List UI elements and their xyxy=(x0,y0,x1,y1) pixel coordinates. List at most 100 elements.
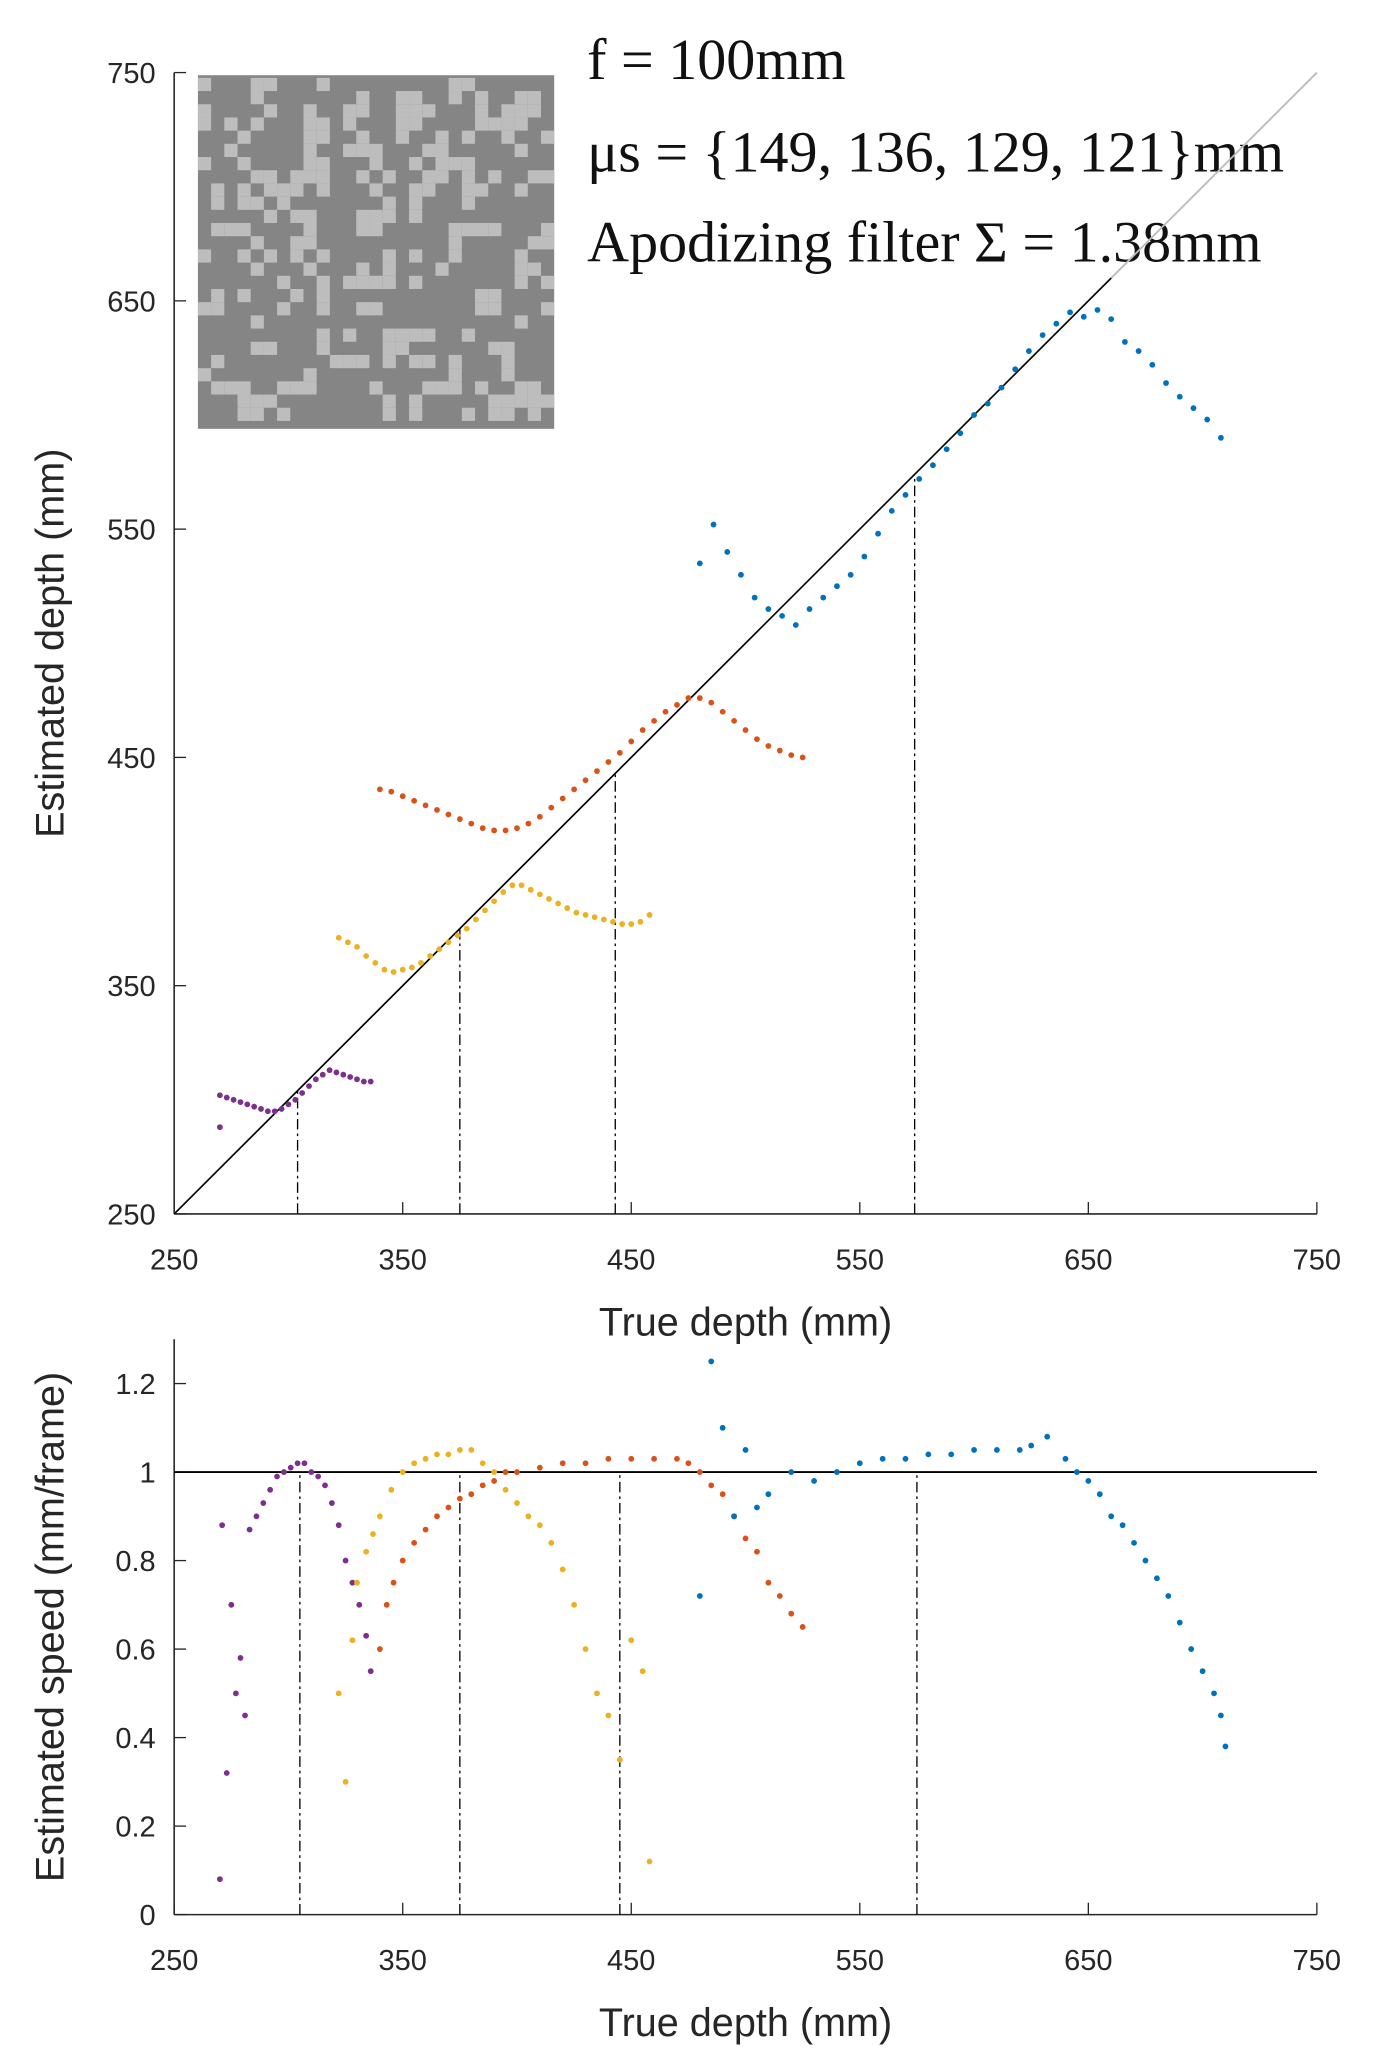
data-point xyxy=(1176,1619,1183,1626)
data-point xyxy=(1149,361,1156,368)
data-point xyxy=(1176,393,1183,400)
data-point xyxy=(1067,309,1073,316)
image-cell xyxy=(211,288,225,303)
image-cell xyxy=(356,130,370,144)
data-point xyxy=(326,1067,333,1074)
data-point xyxy=(548,1539,555,1546)
image-cell xyxy=(224,381,238,395)
image-cell xyxy=(382,341,396,355)
data-point xyxy=(376,786,383,793)
image-cell xyxy=(514,381,528,395)
data-point xyxy=(696,1469,703,1475)
data-point xyxy=(646,1858,653,1865)
image-cell xyxy=(527,104,541,118)
data-point xyxy=(788,752,795,759)
image-cell xyxy=(527,394,541,408)
data-point xyxy=(779,612,785,619)
data-point xyxy=(267,1486,274,1493)
image-cell xyxy=(263,341,278,355)
data-point xyxy=(322,1482,328,1489)
y-tick-label: 1 xyxy=(140,1458,156,1490)
data-point xyxy=(436,946,443,953)
image-cell xyxy=(277,183,291,197)
image-cell xyxy=(211,183,225,197)
data-point xyxy=(219,1522,226,1529)
data-point xyxy=(285,1101,292,1108)
image-cell xyxy=(356,354,370,369)
image-cell xyxy=(395,91,410,105)
image-cell xyxy=(435,143,449,158)
data-point xyxy=(427,953,434,959)
data-point xyxy=(244,1101,251,1108)
data-point xyxy=(742,727,749,733)
data-point xyxy=(376,1513,383,1520)
data-point xyxy=(1080,313,1087,320)
image-cell xyxy=(343,275,357,289)
image-cell xyxy=(277,381,291,395)
data-point xyxy=(710,521,717,528)
image-cell xyxy=(263,209,278,224)
data-point xyxy=(479,1460,486,1467)
y-axis-title: Estimated depth (mm) xyxy=(28,449,72,838)
data-point xyxy=(399,793,406,800)
image-cell xyxy=(290,183,304,197)
data-point xyxy=(399,966,406,973)
data-point xyxy=(422,1455,429,1462)
data-point xyxy=(971,1447,977,1453)
data-point xyxy=(811,1478,817,1484)
data-point xyxy=(411,797,418,804)
y-tick-label: 1.2 xyxy=(115,1369,155,1401)
data-point xyxy=(223,1770,230,1776)
data-point xyxy=(591,914,598,921)
image-cell xyxy=(303,157,317,171)
image-cell xyxy=(382,275,396,289)
image-cell xyxy=(356,262,370,276)
image-cell xyxy=(382,262,396,276)
data-point xyxy=(509,882,516,889)
data-point xyxy=(1096,1491,1103,1498)
image-cell xyxy=(369,143,383,158)
data-point xyxy=(719,708,726,715)
data-point xyxy=(264,1108,271,1115)
data-point xyxy=(491,898,498,905)
data-point xyxy=(354,943,360,950)
data-point xyxy=(315,1473,322,1480)
image-cell xyxy=(290,170,304,184)
data-point xyxy=(605,1455,612,1462)
data-point xyxy=(646,912,653,918)
data-point xyxy=(491,1478,498,1484)
data-point xyxy=(637,918,644,925)
image-cell xyxy=(316,275,330,289)
data-point xyxy=(411,1460,418,1467)
image-cell xyxy=(316,328,330,342)
data-point xyxy=(253,1513,260,1520)
image-cell xyxy=(382,209,396,224)
x-tick-label: 350 xyxy=(379,1244,427,1276)
image-cell xyxy=(475,223,489,237)
data-point xyxy=(930,462,936,469)
data-point xyxy=(628,1455,635,1462)
image-cell xyxy=(461,223,476,237)
data-point xyxy=(573,909,580,916)
image-cell xyxy=(250,262,264,276)
image-cell xyxy=(277,275,291,289)
data-point xyxy=(456,1495,463,1502)
data-point xyxy=(742,1535,749,1542)
data-point xyxy=(463,925,470,932)
data-point xyxy=(399,1469,406,1475)
data-point xyxy=(1053,320,1060,327)
data-point xyxy=(390,969,397,975)
data-point xyxy=(349,1579,356,1586)
data-point xyxy=(1094,307,1101,313)
image-cell xyxy=(448,381,462,395)
data-point xyxy=(984,400,991,407)
data-point xyxy=(306,1083,312,1090)
image-cell xyxy=(501,130,515,144)
image-cell xyxy=(211,302,225,316)
data-point xyxy=(619,921,626,927)
data-point xyxy=(292,1096,299,1103)
data-point xyxy=(731,1513,737,1520)
image-cell xyxy=(343,143,357,158)
